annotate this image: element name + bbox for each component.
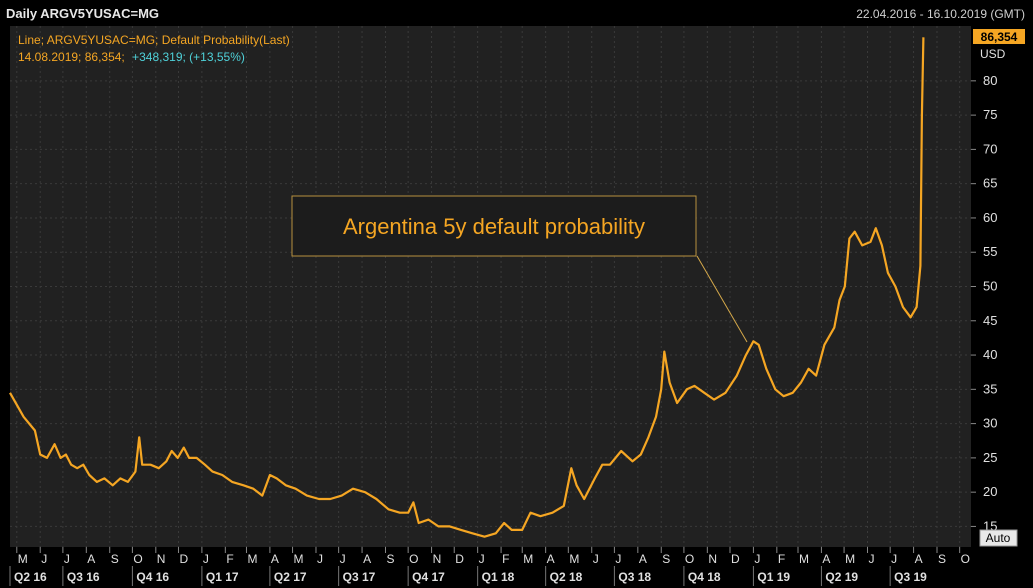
y-tick-label: 40	[983, 347, 997, 362]
unit-label: USD	[980, 47, 1006, 61]
legend-last: 14.08.2019; 86,354; +348,319; (+13,55%)	[18, 50, 245, 64]
x-quarter-label: Q3 16	[67, 570, 100, 584]
x-month-label: J	[203, 552, 209, 566]
x-month-label: F	[226, 552, 233, 566]
x-month-label: J	[64, 552, 70, 566]
x-month-label: A	[271, 552, 279, 566]
annotation-pointer	[696, 255, 748, 343]
x-month-label: S	[386, 552, 394, 566]
y-axis-panel	[973, 26, 1032, 547]
y-tick-label: 75	[983, 107, 997, 122]
x-month-label: J	[593, 552, 599, 566]
x-month-label: M	[247, 552, 257, 566]
last-value-badge	[973, 29, 1025, 44]
chart-title: Daily ARGV5YUSAC=MG	[6, 6, 160, 21]
last-value-label: 86,354	[981, 30, 1018, 44]
y-tick-label: 45	[983, 313, 997, 328]
x-month-label: J	[615, 552, 621, 566]
x-month-label: J	[754, 552, 760, 566]
annotation-box	[291, 195, 697, 257]
title-bar: Daily ARGV5YUSAC=MG 22.04.2016 - 16.10.2…	[0, 0, 1033, 26]
x-month-label: M	[799, 552, 809, 566]
x-month-label: A	[639, 552, 647, 566]
x-month-label: S	[662, 552, 670, 566]
y-tick-label: 80	[983, 73, 997, 88]
x-month-label: M	[845, 552, 855, 566]
x-month-label: J	[317, 552, 323, 566]
x-month-label: A	[363, 552, 371, 566]
annotation-text: Argentina 5y default probability	[343, 214, 645, 239]
x-month-label: O	[685, 552, 694, 566]
x-month-label: S	[938, 552, 946, 566]
y-tick-label: 25	[983, 450, 997, 465]
x-month-label: D	[731, 552, 740, 566]
x-quarter-label: Q1 17	[206, 570, 239, 584]
x-month-label: J	[479, 552, 485, 566]
x-quarter-label: Q2 18	[550, 570, 583, 584]
x-month-label: M	[18, 552, 28, 566]
x-month-label: M	[294, 552, 304, 566]
x-month-label: J	[340, 552, 346, 566]
y-tick-label: 35	[983, 381, 997, 396]
x-quarter-label: Q3 17	[343, 570, 376, 584]
y-tick-label: 30	[983, 416, 997, 431]
x-month-label: N	[157, 552, 166, 566]
x-month-label: D	[455, 552, 464, 566]
y-tick-label: 60	[983, 210, 997, 225]
x-month-label: J	[891, 552, 897, 566]
y-tick-label: 55	[983, 244, 997, 259]
x-month-label: A	[87, 552, 95, 566]
x-month-label: N	[708, 552, 717, 566]
x-month-label: O	[409, 552, 418, 566]
y-tick-label: 65	[983, 176, 997, 191]
x-quarter-label: Q1 18	[482, 570, 515, 584]
x-quarter-label: Q4 18	[688, 570, 721, 584]
x-month-label: M	[523, 552, 533, 566]
grid	[10, 26, 971, 547]
x-quarter-label: Q1 19	[757, 570, 790, 584]
x-month-label: F	[502, 552, 509, 566]
x-quarter-label: Q4 16	[136, 570, 169, 584]
series-line-argentina-5y	[9, 37, 925, 538]
legend-series: Line; ARGV5YUSAC=MG; Default Probability…	[18, 33, 290, 47]
y-tick-label: 20	[983, 484, 997, 499]
x-month-label: O	[961, 552, 970, 566]
legend-last-date: 14.08.2019; 86,354;	[18, 50, 125, 64]
x-quarter-label: Q2 19	[825, 570, 858, 584]
x-quarter-label: Q2 16	[14, 570, 47, 584]
x-quarter-label: Q4 17	[412, 570, 445, 584]
x-month-label: J	[868, 552, 874, 566]
x-month-label: A	[822, 552, 830, 566]
auto-button[interactable]	[979, 529, 1018, 547]
x-quarter-label: Q2 17	[274, 570, 307, 584]
auto-button-label: Auto	[986, 531, 1011, 545]
date-range: 22.04.2016 - 16.10.2019 (GMT)	[856, 7, 1025, 21]
y-tick-label: 70	[983, 141, 997, 156]
x-month-label: N	[433, 552, 442, 566]
x-month-label: D	[179, 552, 188, 566]
y-tick-label: 50	[983, 279, 997, 294]
x-quarter-label: Q3 18	[618, 570, 651, 584]
x-month-label: J	[41, 552, 47, 566]
legend-last-change: +348,319; (+13,55%)	[132, 50, 245, 64]
x-month-label: S	[111, 552, 119, 566]
x-quarter-label: Q3 19	[894, 570, 927, 584]
x-month-label: A	[915, 552, 923, 566]
x-month-label: F	[778, 552, 785, 566]
x-month-label: M	[569, 552, 579, 566]
x-month-label: A	[547, 552, 555, 566]
x-month-label: O	[133, 552, 142, 566]
